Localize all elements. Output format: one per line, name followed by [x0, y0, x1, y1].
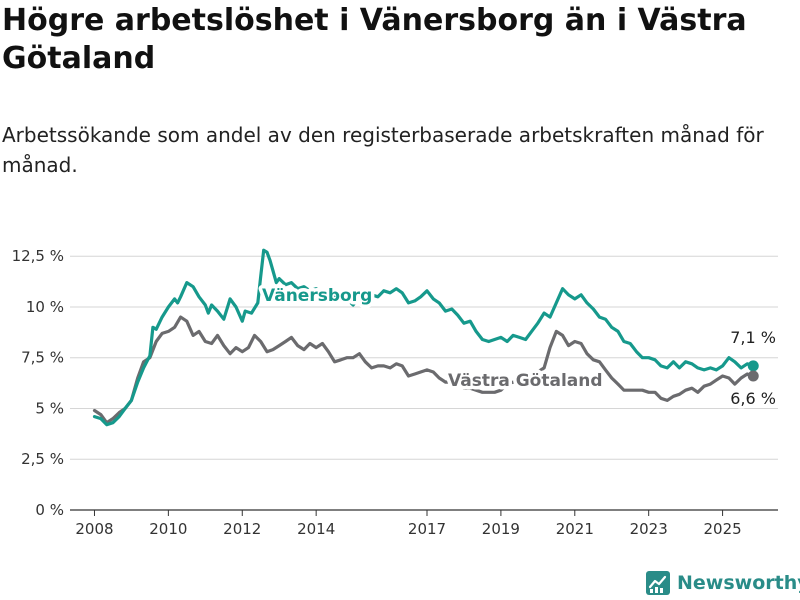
series-label-vastra-gotaland: Västra Götaland: [448, 371, 603, 391]
y-tick-label: 0 %: [35, 501, 64, 519]
y-tick-label: 2,5 %: [21, 450, 64, 468]
x-tick-label: 2017: [408, 520, 446, 538]
y-tick-label: 7,5 %: [21, 349, 64, 367]
series-label-vanersborg: Vänersborg: [262, 286, 372, 306]
x-tick-label: 2021: [556, 520, 594, 538]
newsworthy-logo-icon: [646, 571, 670, 595]
chart-title: Högre arbetslöshet i Vänersborg än i Väs…: [2, 3, 747, 76]
series-end-dot: [747, 360, 759, 372]
series-end-dot: [747, 370, 759, 382]
x-tick-label: 2014: [297, 520, 335, 538]
x-tick-label: 2025: [703, 520, 741, 538]
newsworthy-logo-text: Newsworthy: [677, 572, 800, 594]
x-tick-label: 2012: [223, 520, 261, 538]
series-line-vastra-gotaland: [92, 315, 755, 425]
y-tick-label: 12,5 %: [12, 247, 64, 265]
line-chart: 0 % 2,5 % 5 % 7,5 % 10 % 12,5 % 2008 2010 2012 20…: [12, 247, 779, 538]
series-end-label: 6,6 %: [730, 389, 776, 408]
x-tick-label: 2008: [75, 520, 113, 538]
y-tick-label: 5 %: [35, 399, 64, 417]
x-tick-label: 2019: [482, 520, 520, 538]
chart-subtitle: Arbetssökande som andel av den registerb…: [2, 123, 764, 177]
x-tick-label: 2010: [149, 520, 187, 538]
series-line-vanersborg: [92, 248, 755, 427]
newsworthy-logo: Newsworthy: [645, 567, 800, 599]
series-end-label: 7,1 %: [730, 328, 776, 347]
y-tick-label: 10 %: [26, 298, 64, 316]
x-tick-label: 2023: [630, 520, 668, 538]
